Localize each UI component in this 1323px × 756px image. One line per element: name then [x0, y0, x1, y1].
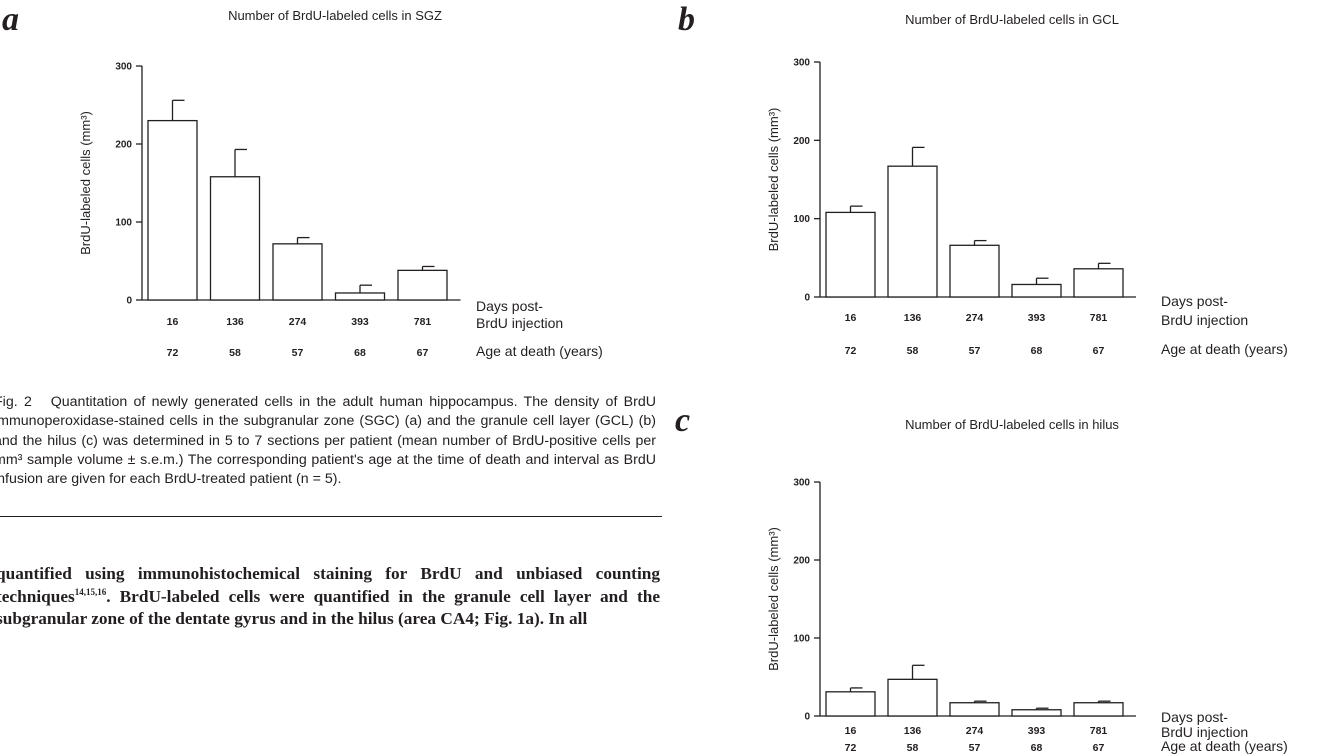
bar-a-393: [334, 292, 386, 301]
x-tick-label-a-3: 393: [351, 316, 369, 328]
section-divider: [0, 516, 662, 517]
age-label-a-0: 72: [167, 347, 179, 359]
panel-letter-b: b: [678, 1, 695, 38]
y-tick-label-c-200: 200: [793, 556, 810, 567]
age-axis-label-a: Age at death (years): [476, 343, 603, 359]
figure-caption: Fig. 2 Quantitation of newly generated c…: [0, 393, 656, 489]
bar-c-136: [887, 678, 938, 717]
reference-superscript: 14,15,16: [74, 586, 107, 597]
y-tick-label-c-100: 100: [793, 634, 810, 645]
x-tick-label-a-0: 16: [167, 316, 179, 328]
bar-a-16: [147, 119, 198, 301]
x-axis-label-line1-a: Days post-: [476, 298, 543, 314]
age-label-b-1: 58: [907, 345, 919, 357]
y-tick-label-b-200: 200: [793, 136, 810, 147]
age-label-b-3: 68: [1031, 345, 1043, 357]
x-tick-label-b-0: 16: [845, 312, 857, 324]
figure-label: Fig. 2: [0, 394, 32, 410]
x-tick-label-a-1: 136: [226, 316, 244, 328]
bar-a-274: [272, 243, 323, 301]
y-tick-label-b-100: 100: [793, 214, 810, 225]
chart-title-b: Number of BrdU-labeled cells in GCL: [905, 12, 1119, 27]
y-tick-label-c-0: 0: [804, 712, 810, 723]
bar-c-393: [1011, 709, 1062, 717]
x-axis-label-line1-b: Days post-: [1161, 293, 1228, 309]
y-tick-label-c-300: 300: [793, 478, 810, 489]
bar-b-16: [825, 211, 876, 298]
panel-letter-c: c: [675, 402, 691, 439]
y-tick-label-b-0: 0: [804, 293, 810, 304]
x-tick-label-b-1: 136: [904, 312, 922, 324]
y-tick-label-a-200: 200: [115, 140, 132, 151]
bar-c-781: [1073, 702, 1124, 717]
y-tick-label-b-300: 300: [793, 58, 810, 69]
x-tick-label-b-2: 274: [966, 312, 984, 324]
age-label-c-2: 57: [969, 742, 981, 754]
bar-c-16: [825, 691, 876, 717]
age-label-a-1: 58: [229, 347, 241, 359]
bar-b-393: [1011, 283, 1062, 298]
bar-b-274: [949, 244, 1000, 298]
x-axis-label-line2-b: BrdU injection: [1161, 312, 1248, 328]
age-axis-label-c: Age at death (years): [1161, 738, 1288, 754]
bar-a-136: [209, 176, 261, 301]
x-tick-label-b-4: 781: [1090, 312, 1108, 324]
y-tick-label-a-300: 300: [115, 62, 132, 73]
age-label-c-0: 72: [845, 742, 857, 754]
x-axis-label-line2-c: BrdU injection: [1161, 724, 1248, 740]
body-text-part2: . BrdU-labeled cells were quantified in …: [0, 586, 660, 629]
bar-b-781: [1073, 268, 1124, 298]
x-tick-label-c-1: 136: [904, 725, 922, 737]
body-paragraph: quantified using immunohistochemical sta…: [0, 563, 660, 631]
x-tick-label-c-4: 781: [1090, 725, 1108, 737]
y-tick-label-a-100: 100: [115, 218, 132, 229]
caption-text: Quantitation of newly generated cells in…: [0, 394, 656, 488]
x-tick-label-b-3: 393: [1028, 312, 1046, 324]
body-text-part1: quantified using immunohistochemical sta…: [0, 564, 660, 606]
chart-title-a: Number of BrdU-labeled cells in SGZ: [228, 8, 442, 23]
x-tick-label-a-4: 781: [414, 316, 432, 328]
age-label-b-4: 67: [1093, 345, 1105, 357]
age-label-a-3: 68: [354, 347, 366, 359]
panel-letter-a: a: [2, 1, 19, 38]
age-label-c-3: 68: [1031, 742, 1043, 754]
age-axis-label-b: Age at death (years): [1161, 341, 1288, 357]
y-axis-label-c: BrdU-labeled cells (mm³): [766, 527, 781, 671]
y-tick-label-a-0: 0: [126, 296, 132, 307]
x-tick-label-a-2: 274: [289, 316, 307, 328]
bar-a-781: [397, 269, 448, 301]
age-label-b-2: 57: [969, 345, 981, 357]
bar-c-274: [949, 702, 1000, 717]
y-axis-label-b: BrdU-labeled cells (mm³): [766, 108, 781, 252]
x-tick-label-c-3: 393: [1028, 725, 1046, 737]
chart-title-c: Number of BrdU-labeled cells in hilus: [905, 417, 1119, 432]
x-axis-label-line1-c: Days post-: [1161, 709, 1228, 725]
x-tick-label-c-0: 16: [845, 725, 857, 737]
age-label-a-2: 57: [292, 347, 304, 359]
y-axis-label-a: BrdU-labeled cells (mm³): [78, 111, 93, 255]
age-label-c-1: 58: [907, 742, 919, 754]
x-axis-label-line2-a: BrdU injection: [476, 315, 563, 331]
bar-b-136: [887, 165, 938, 298]
age-label-b-0: 72: [845, 345, 857, 357]
x-tick-label-c-2: 274: [966, 725, 984, 737]
age-label-a-4: 67: [417, 347, 429, 359]
age-label-c-4: 67: [1093, 742, 1105, 754]
